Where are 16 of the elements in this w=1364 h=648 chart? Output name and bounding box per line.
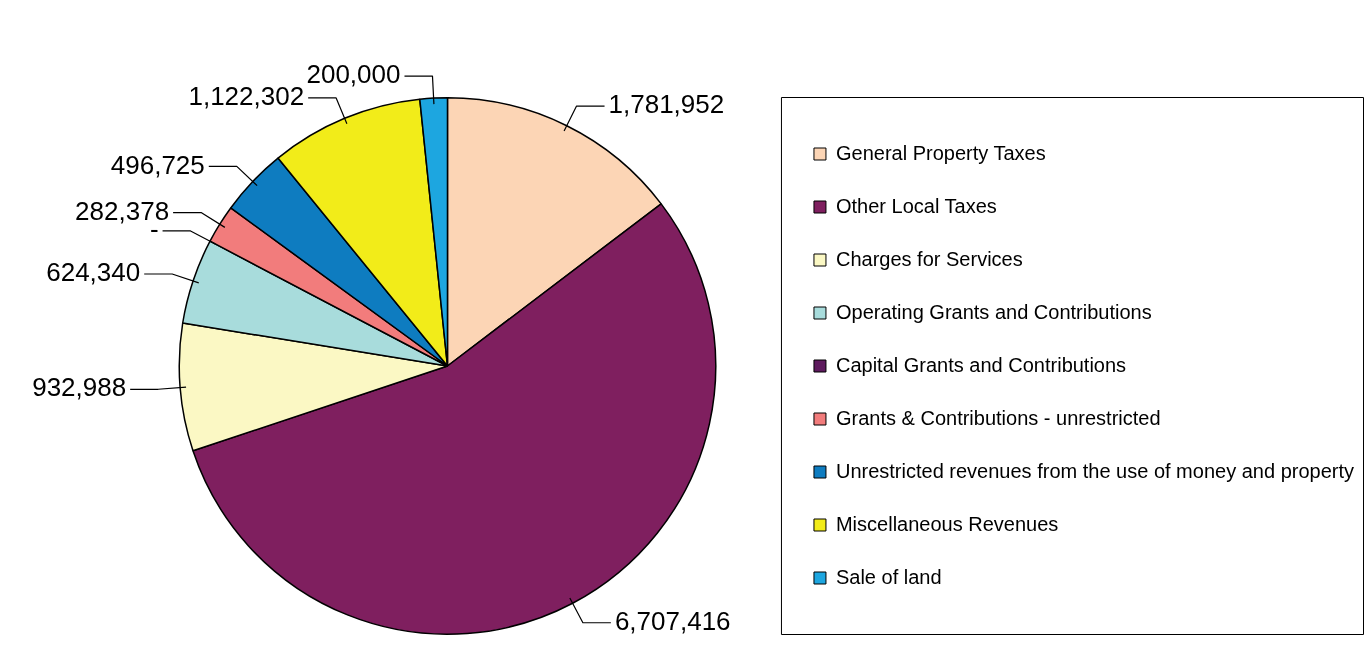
legend-label: Unrestricted revenues from the use of money and property (835, 459, 1355, 482)
data-label: 624,340 (46, 257, 141, 288)
legend-label: Charges for Services (835, 247, 1023, 270)
legend-label: Sale of land (835, 565, 942, 588)
legend-label: Capital Grants and Contributions (835, 353, 1127, 376)
legend-label: Operating Grants and Contributions (835, 300, 1152, 323)
data-label: 1,781,952 (608, 89, 725, 120)
data-label: 932,988 (32, 372, 127, 403)
data-label: 496,725 (110, 149, 205, 180)
legend-label: Other Local Taxes (835, 194, 997, 217)
legend-label: General Property Taxes (835, 141, 1046, 164)
legend-label: Miscellaneous Revenues (835, 512, 1059, 535)
data-label: 6,707,416 (614, 605, 731, 636)
data-label: 1,122,302 (188, 81, 305, 112)
data-label: 200,000 (306, 59, 401, 90)
legend-label: Grants & Contributions - unrestricted (835, 406, 1161, 429)
